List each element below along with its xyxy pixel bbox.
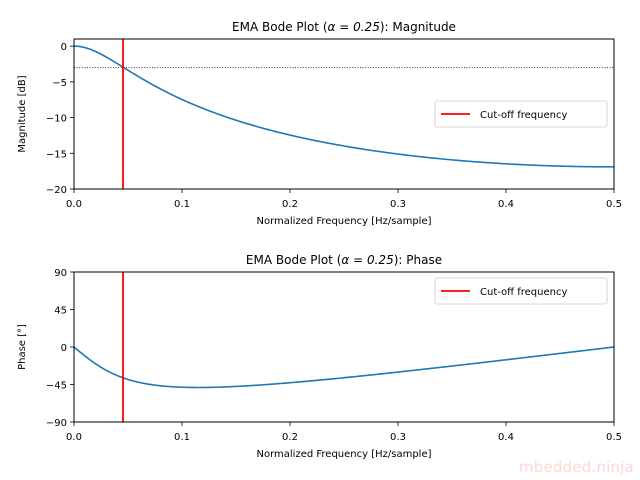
y-axis-label: Magnitude [dB] [17,75,28,152]
y-tick-label: −5 [52,78,67,89]
y-tick-label: 0 [61,343,67,354]
chart-title: EMA Bode Plot (α = 0.25): Phase [246,253,442,267]
watermark: mbedded.ninja [518,458,634,476]
legend-box [434,277,608,305]
x-axis-label: Normalized Frequency [Hz/sample] [256,216,431,227]
legend: Cut-off frequency [434,277,608,305]
x-tick-label: 0.2 [282,432,298,443]
magnitude-line [74,45,614,168]
x-tick-label: 0.1 [174,199,190,210]
y-tick-label: −90 [46,418,67,429]
legend-label: Cut-off frequency [480,110,567,121]
subplot-magnitude: 0.0 0.1 0.2 0.3 0.4 0.5 0 −5 −10 −15 −20 Normalized… [17,20,622,227]
phase-line [74,346,614,389]
subplot-phase: 0.0 0.1 0.2 0.3 0.4 0.5 90 45 0 −45 −90 Normalized … [17,253,622,460]
axes-frame [73,38,615,190]
chart-title: EMA Bode Plot (α = 0.25): Magnitude [232,20,456,34]
x-tick-label: 0.3 [390,199,406,210]
x-tick-label: 0.5 [606,432,622,443]
y-axis-label: Phase [°] [17,324,28,370]
x-tick-label: 0.2 [282,199,298,210]
x-tick-label: 0.4 [498,199,514,210]
y-tick-label: 0 [61,42,67,53]
x-axis-label: Normalized Frequency [Hz/sample] [256,449,431,460]
x-tick-label: 0.0 [66,199,82,210]
x-tick-label: 0.3 [390,432,406,443]
legend-label: Cut-off frequency [480,287,567,298]
x-tick-label: 0.5 [606,199,622,210]
y-tick-label: −45 [46,381,67,392]
y-tick-label: −20 [46,185,67,196]
y-tick-label: −10 [46,114,67,125]
legend-box [434,100,608,128]
x-tick-label: 0.1 [174,432,190,443]
y-tick-label: 45 [54,306,67,317]
x-tick-label: 0.4 [498,432,514,443]
x-tick-label: 0.0 [66,432,82,443]
legend: Cut-off frequency [434,100,608,128]
y-tick-label: 90 [54,268,67,279]
y-tick-label: −15 [46,149,67,160]
